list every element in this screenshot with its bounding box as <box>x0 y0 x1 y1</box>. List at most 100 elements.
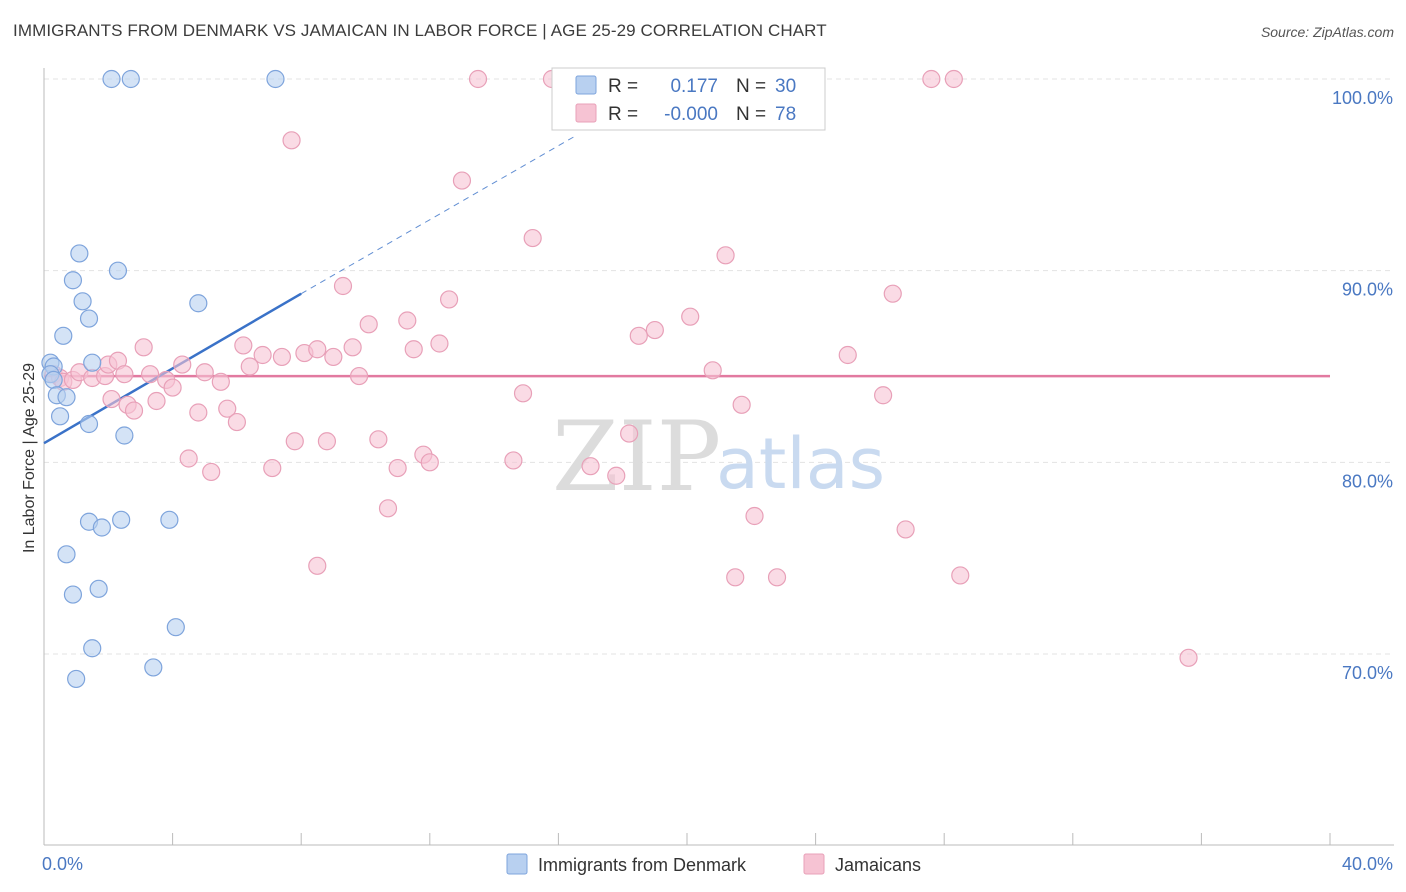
point-jamaicans <box>951 566 970 585</box>
point-jamaicans <box>349 366 369 386</box>
point-jamaicans <box>874 386 893 405</box>
legend-swatch-denmark <box>575 75 597 95</box>
bottom-legend-label-jamaicans: Jamaicans <box>835 855 921 875</box>
correlation-legend: R = 0.177 N = 30 R = -0.000 N = 78 <box>551 67 826 131</box>
point-denmark <box>83 353 102 372</box>
point-denmark <box>121 69 140 89</box>
point-denmark <box>73 292 92 311</box>
point-jamaicans <box>726 568 745 587</box>
point-jamaicans <box>607 466 626 485</box>
point-jamaicans <box>439 290 459 309</box>
point-jamaicans <box>703 361 722 380</box>
point-denmark <box>67 669 86 689</box>
point-jamaicans <box>581 457 600 476</box>
point-jamaicans <box>523 228 542 248</box>
point-jamaicans <box>240 357 259 376</box>
bottom-legend-swatch-denmark <box>506 853 528 875</box>
point-jamaicans <box>369 430 388 449</box>
point-denmark <box>89 579 108 598</box>
point-jamaicans <box>202 462 221 482</box>
point-jamaicans <box>388 458 407 478</box>
point-jamaicans <box>378 499 398 518</box>
point-jamaicans <box>896 520 915 539</box>
legend-n-label-jamaicans: N = <box>736 104 766 125</box>
point-jamaicans <box>767 568 787 587</box>
point-jamaicans <box>211 372 230 391</box>
point-jamaicans <box>504 451 523 470</box>
point-jamaicans <box>404 340 423 359</box>
point-jamaicans <box>468 69 488 89</box>
point-jamaicans <box>227 412 246 432</box>
bottom-legend-label-denmark: Immigrants from Denmark <box>538 855 747 875</box>
point-jamaicans <box>745 506 764 526</box>
legend-n-value-jamaicans: 78 <box>775 104 796 125</box>
point-jamaicans <box>285 432 304 451</box>
point-jamaicans <box>838 345 857 365</box>
chart-title: IMMIGRANTS FROM DENMARK VS JAMAICAN IN L… <box>13 21 827 40</box>
point-denmark <box>83 639 102 658</box>
point-jamaicans <box>134 338 153 357</box>
point-jamaicans <box>253 345 272 365</box>
point-denmark <box>79 414 99 434</box>
point-jamaicans <box>115 365 134 384</box>
x-axis-ticks <box>172 833 1331 845</box>
y-tick-label: 70.0% <box>1342 663 1393 683</box>
point-jamaicans <box>944 69 963 89</box>
point-jamaicans <box>263 458 282 478</box>
point-jamaicans <box>716 246 735 265</box>
point-jamaicans <box>343 338 362 357</box>
point-jamaicans <box>317 432 337 451</box>
point-jamaicans <box>732 395 751 414</box>
point-jamaicans <box>234 336 253 355</box>
legend-swatch-jamaicans <box>575 103 597 123</box>
trend-line-denmark-extension <box>300 136 575 295</box>
point-denmark <box>57 545 76 564</box>
point-denmark <box>102 69 121 89</box>
watermark-atlas: atlas <box>716 423 885 505</box>
point-denmark <box>70 244 89 263</box>
legend-n-label-denmark: N = <box>736 76 766 97</box>
x-tick-label: 40.0% <box>1342 854 1393 874</box>
point-jamaicans <box>272 347 292 367</box>
point-jamaicans <box>420 453 439 472</box>
point-jamaicans <box>179 449 198 468</box>
point-denmark <box>57 388 76 407</box>
point-jamaicans <box>282 131 301 150</box>
bottom-legend-swatch-jamaicans <box>803 853 825 875</box>
watermark-zip: ZIP <box>552 401 721 513</box>
point-jamaicans <box>452 171 472 190</box>
point-jamaicans <box>173 355 192 374</box>
legend-r-value-denmark: 0.177 <box>670 76 718 97</box>
point-denmark <box>266 69 285 89</box>
point-jamaicans <box>147 391 166 411</box>
point-jamaicans <box>124 401 144 420</box>
point-denmark <box>115 426 134 445</box>
point-jamaicans <box>629 326 648 345</box>
point-denmark <box>160 510 179 529</box>
point-jamaicans <box>883 284 902 303</box>
point-denmark <box>92 518 111 537</box>
point-jamaicans <box>681 307 700 326</box>
point-denmark <box>63 585 83 604</box>
point-denmark <box>189 294 208 313</box>
y-tick-label: 80.0% <box>1342 471 1393 491</box>
point-jamaicans <box>645 320 664 340</box>
point-jamaicans <box>195 363 214 382</box>
point-jamaicans <box>308 340 327 359</box>
x-tick-labels: 0.0% 40.0% <box>42 854 1393 874</box>
point-jamaicans <box>430 334 449 353</box>
data-points <box>41 69 1198 689</box>
trend-lines <box>43 136 1330 445</box>
point-jamaicans <box>102 389 121 409</box>
point-denmark <box>44 370 63 390</box>
point-denmark <box>144 658 163 677</box>
point-jamaicans <box>922 69 941 89</box>
point-jamaicans <box>620 424 639 443</box>
y-tick-labels: 100.0% 90.0% 80.0% 70.0% <box>1332 88 1393 683</box>
point-jamaicans <box>359 315 378 334</box>
point-jamaicans <box>140 365 160 384</box>
point-jamaicans <box>189 403 208 422</box>
point-jamaicans <box>333 276 353 296</box>
point-denmark <box>54 326 73 345</box>
